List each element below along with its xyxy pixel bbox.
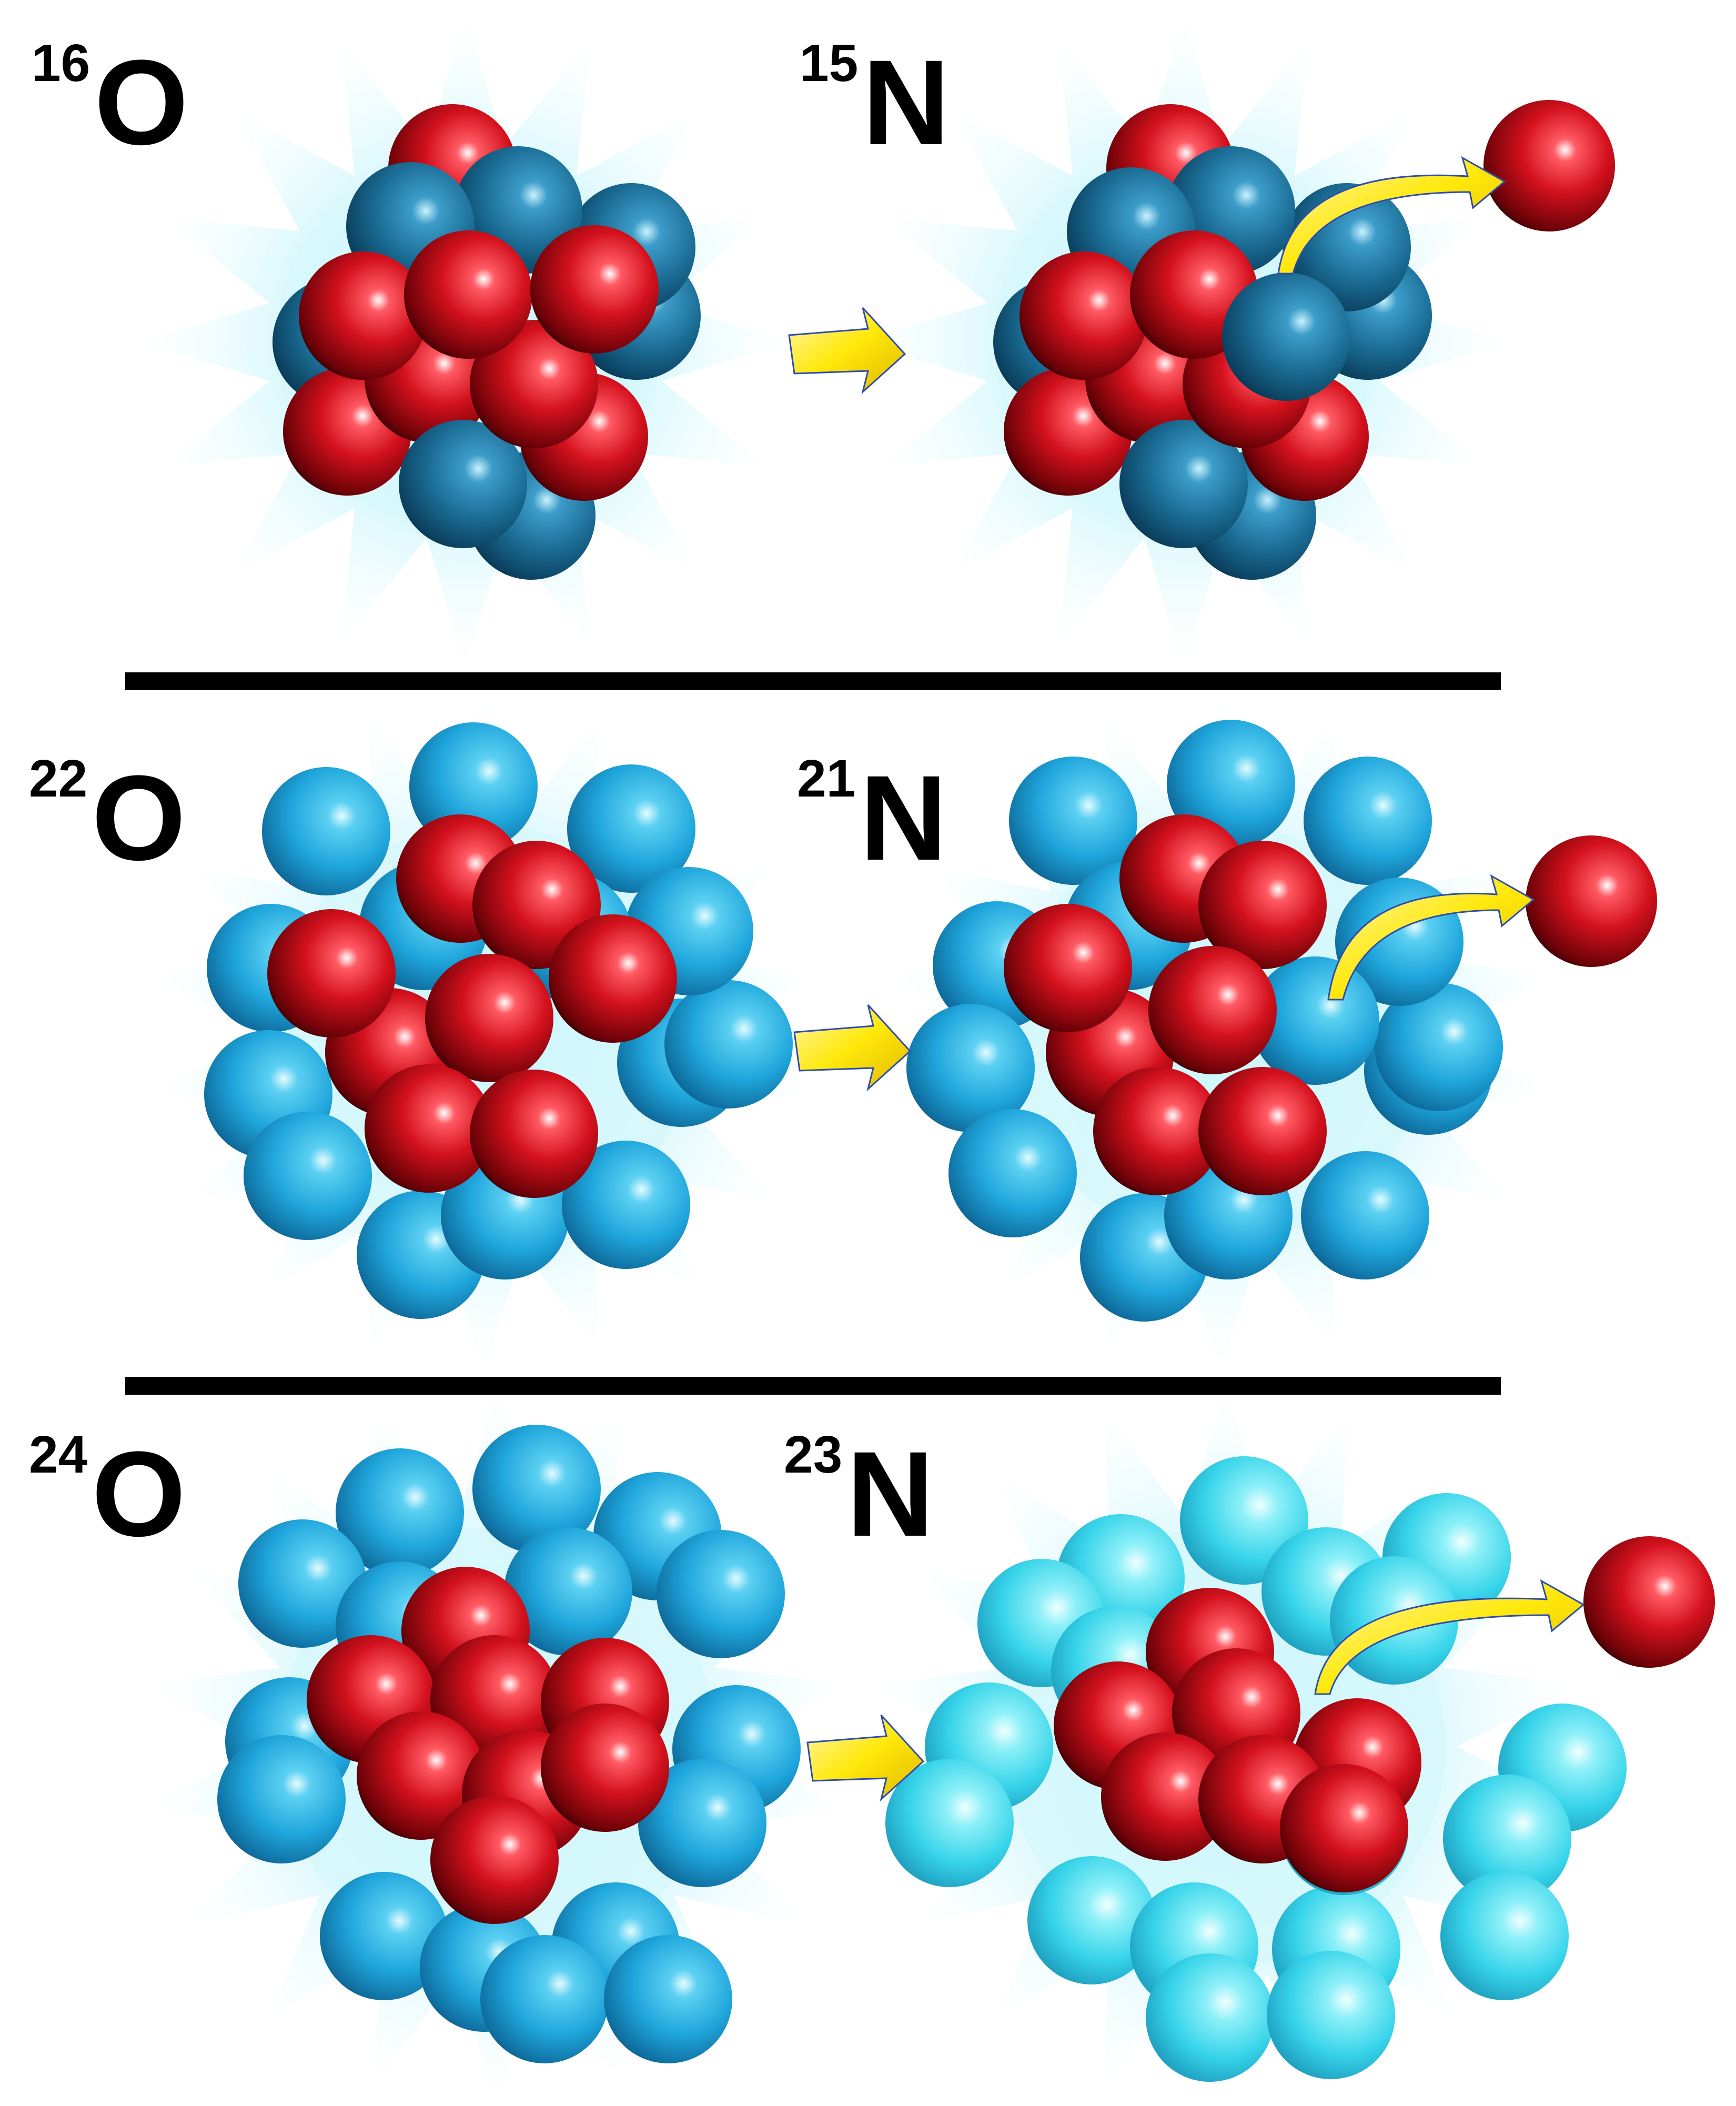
proton xyxy=(549,914,677,1043)
label-oxygen-16: 16O xyxy=(32,37,188,163)
proton xyxy=(541,1704,669,1832)
arrow-layer xyxy=(788,156,1585,1802)
label-oxygen-24: 24O xyxy=(29,1428,186,1555)
proton-knockout-arrow-row-1 xyxy=(1277,156,1506,275)
neutron xyxy=(604,1935,732,2063)
proton-knockout-arrow-row-3 xyxy=(1314,1579,1585,1695)
proton xyxy=(1280,1764,1408,1892)
neutron xyxy=(1301,1151,1429,1279)
element-symbol: O xyxy=(92,1426,186,1561)
mass-number: 15 xyxy=(800,34,859,93)
neutron xyxy=(262,767,390,895)
proton xyxy=(425,954,553,1082)
proton xyxy=(1583,1536,1715,1668)
neutron xyxy=(562,1141,690,1269)
neutron xyxy=(480,1935,609,2063)
reaction-arrow-row-3 xyxy=(806,1714,925,1802)
neutron xyxy=(885,1759,1014,1887)
proton xyxy=(470,1070,598,1198)
neutron xyxy=(472,1425,601,1553)
neutron xyxy=(217,1735,346,1863)
mass-number: 21 xyxy=(797,749,856,808)
neutron xyxy=(567,764,695,893)
neutron xyxy=(1443,1775,1571,1903)
mass-number: 22 xyxy=(29,749,88,808)
proton xyxy=(1198,1067,1327,1195)
proton xyxy=(430,1796,559,1924)
divider-1 xyxy=(125,672,1501,690)
proton xyxy=(404,230,532,359)
proton xyxy=(1483,100,1615,231)
neutron xyxy=(1146,1953,1274,2082)
neutron xyxy=(1267,1951,1395,2079)
neutron xyxy=(238,1519,367,1648)
proton xyxy=(1198,841,1327,969)
proton xyxy=(530,225,659,354)
neutron xyxy=(244,1112,372,1240)
proton-knockout-arrow-row-2 xyxy=(1327,874,1535,1001)
neutron xyxy=(1009,757,1137,885)
label-nitrogen-21: 21N xyxy=(797,752,947,879)
neutron xyxy=(1167,720,1295,848)
proton xyxy=(1004,904,1132,1032)
mass-number: 16 xyxy=(32,34,90,93)
neutron xyxy=(664,980,793,1109)
mass-number: 23 xyxy=(784,1425,843,1484)
element-symbol: N xyxy=(862,35,950,170)
mass-number: 24 xyxy=(29,1425,88,1484)
neutron xyxy=(320,1872,448,2000)
reaction-arrow-row-2 xyxy=(793,1004,912,1092)
neutron xyxy=(948,1109,1077,1237)
label-nitrogen-15: 15N xyxy=(800,37,950,163)
proton xyxy=(267,909,396,1037)
proton xyxy=(1101,1732,1229,1861)
element-symbol: N xyxy=(846,1426,934,1561)
nucleon-layer xyxy=(204,100,1715,2082)
proton xyxy=(1526,835,1657,967)
element-symbol: O xyxy=(94,35,189,170)
neutron xyxy=(638,1759,766,1887)
neutron xyxy=(1251,956,1379,1085)
neutron xyxy=(1304,757,1432,885)
label-oxygen-22: 22O xyxy=(29,752,186,879)
neutron xyxy=(1027,1856,1156,1984)
reaction-arrow-row-1 xyxy=(788,307,906,395)
neutron xyxy=(399,420,527,548)
divider-2 xyxy=(125,1377,1501,1395)
label-nitrogen-23: 23N xyxy=(784,1428,934,1555)
neutron xyxy=(1119,420,1248,548)
proton xyxy=(365,1064,493,1193)
neutron xyxy=(1375,983,1503,1111)
proton xyxy=(299,251,427,380)
neutron xyxy=(504,1527,632,1656)
neutron xyxy=(906,1004,1035,1132)
neutron xyxy=(336,1448,464,1577)
neutron xyxy=(657,1530,785,1658)
proton xyxy=(1148,946,1277,1074)
element-symbol: N xyxy=(860,750,947,885)
neutron xyxy=(1440,1872,1569,2000)
proton xyxy=(1020,251,1148,380)
proton xyxy=(357,1711,485,1840)
proton xyxy=(1093,1067,1222,1195)
element-symbol: O xyxy=(92,750,186,885)
divider-layer xyxy=(125,672,1501,1395)
neutron xyxy=(1222,273,1350,401)
proton xyxy=(470,320,598,448)
